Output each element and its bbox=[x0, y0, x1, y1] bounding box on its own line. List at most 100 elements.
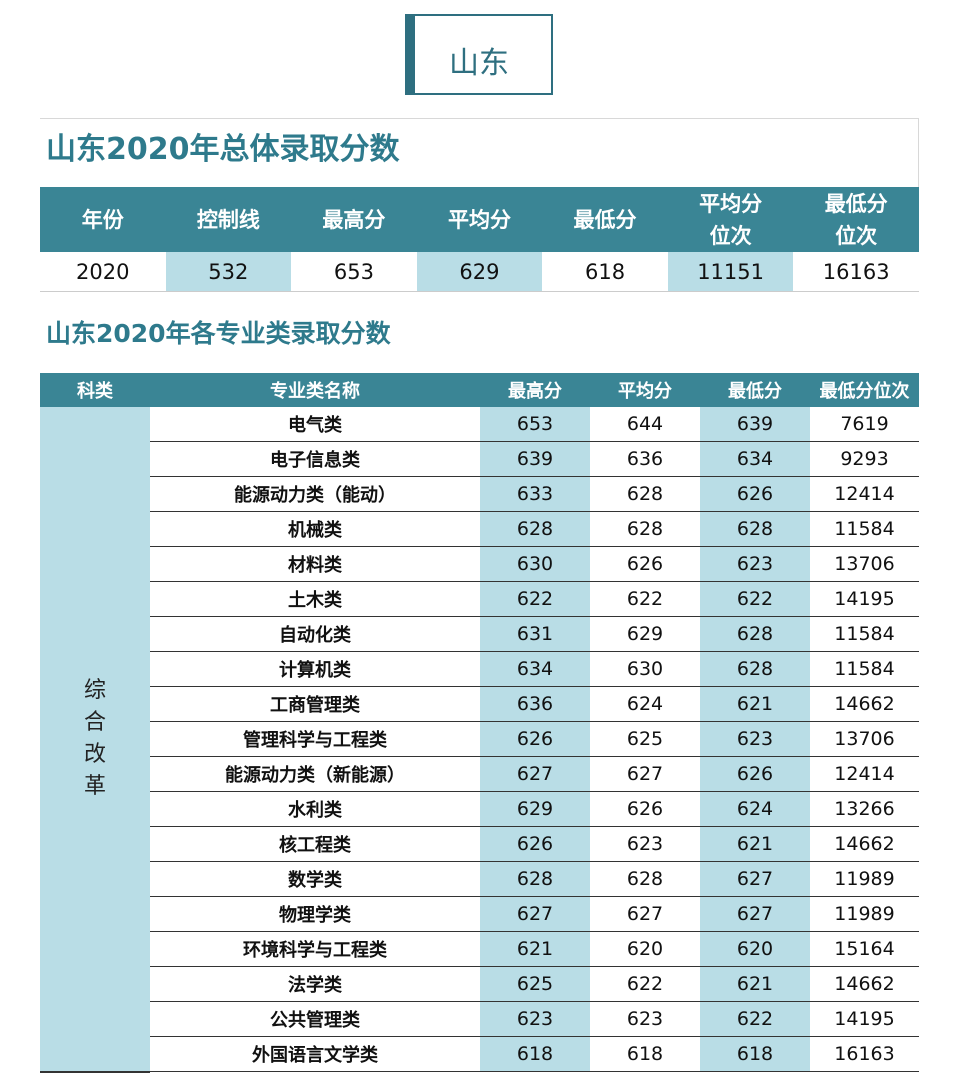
cell: 624 bbox=[700, 791, 810, 827]
cell: 620 bbox=[700, 931, 810, 967]
cell: 618 bbox=[590, 1036, 700, 1072]
row: 计算机类 634 630 628 11584 bbox=[40, 651, 919, 687]
cell: 11151 bbox=[667, 252, 794, 292]
major-name: 工商管理类 bbox=[150, 686, 480, 722]
cell: 636 bbox=[480, 686, 590, 722]
cell: 13706 bbox=[810, 546, 919, 582]
cell: 7619 bbox=[810, 407, 919, 442]
cell: 628 bbox=[590, 861, 700, 897]
cell: 628 bbox=[480, 861, 590, 897]
major-name: 水利类 bbox=[150, 791, 480, 827]
region-title: 山东 bbox=[449, 46, 509, 81]
major-name: 电子信息类 bbox=[150, 441, 480, 477]
cell: 633 bbox=[480, 476, 590, 512]
cell: 14662 bbox=[810, 826, 919, 862]
cell: 628 bbox=[700, 651, 810, 687]
header-cell: 最高分 bbox=[291, 187, 417, 252]
cell: 16163 bbox=[810, 1036, 919, 1072]
cell: 618 bbox=[700, 1036, 810, 1072]
cell: 626 bbox=[700, 756, 810, 792]
cell: 630 bbox=[480, 546, 590, 582]
cell: 627 bbox=[700, 896, 810, 932]
cell: 626 bbox=[700, 476, 810, 512]
cell: 634 bbox=[700, 441, 810, 477]
section-frame bbox=[40, 118, 919, 187]
header-cell: 科类 bbox=[40, 373, 150, 407]
cell: 11584 bbox=[810, 511, 919, 547]
cell: 14662 bbox=[810, 966, 919, 1002]
row: 电子信息类 639 636 634 9293 bbox=[40, 441, 919, 477]
header-cell: 年份 bbox=[40, 187, 166, 252]
major-name: 核工程类 bbox=[150, 826, 480, 862]
cell: 11989 bbox=[810, 861, 919, 897]
header-cell: 平均分 bbox=[416, 187, 543, 252]
header-cell: 平均分 位次 bbox=[667, 187, 794, 252]
header-line: 平均分 bbox=[447, 207, 511, 232]
header-cell: 最低分位次 bbox=[810, 373, 919, 407]
cell: 14195 bbox=[810, 1001, 919, 1037]
major-name: 土木类 bbox=[150, 581, 480, 617]
cell: 626 bbox=[590, 791, 700, 827]
cell: 623 bbox=[590, 826, 700, 862]
row: 土木类 622 622 622 14195 bbox=[40, 581, 919, 617]
cell: 627 bbox=[480, 896, 590, 932]
cell: 628 bbox=[590, 476, 700, 512]
cell: 13706 bbox=[810, 721, 919, 757]
cell: 628 bbox=[700, 511, 810, 547]
row: 物理学类 627 627 627 11989 bbox=[40, 896, 919, 932]
row: 数学类 628 628 627 11989 bbox=[40, 861, 919, 897]
cell: 12414 bbox=[810, 476, 919, 512]
cell: 622 bbox=[700, 1001, 810, 1037]
cell: 623 bbox=[590, 1001, 700, 1037]
cell: 634 bbox=[480, 651, 590, 687]
cell: 621 bbox=[700, 966, 810, 1002]
cell: 627 bbox=[590, 756, 700, 792]
cell: 628 bbox=[480, 511, 590, 547]
row: 机械类 628 628 628 11584 bbox=[40, 511, 919, 547]
cell: 625 bbox=[590, 721, 700, 757]
header-line: 最低分 bbox=[573, 207, 637, 232]
cell: 628 bbox=[700, 616, 810, 652]
major-name: 电气类 bbox=[150, 407, 480, 442]
cell: 623 bbox=[700, 721, 810, 757]
cell: 628 bbox=[590, 511, 700, 547]
cell: 621 bbox=[480, 931, 590, 967]
row: 能源动力类（新能源） 627 627 626 12414 bbox=[40, 756, 919, 792]
cell: 618 bbox=[480, 1036, 590, 1072]
major-name: 自动化类 bbox=[150, 616, 480, 652]
section-title: 山东2020年总体录取分数 bbox=[46, 132, 400, 167]
row: 外国语言文学类 618 618 618 16163 bbox=[40, 1036, 919, 1072]
cell: 2020 bbox=[40, 252, 166, 292]
row: 公共管理类 623 623 622 14195 bbox=[40, 1001, 919, 1037]
cell: 16163 bbox=[793, 252, 919, 292]
cell: 653 bbox=[480, 407, 590, 442]
cell: 627 bbox=[480, 756, 590, 792]
row: 管理科学与工程类 626 625 623 13706 bbox=[40, 721, 919, 757]
major-name: 管理科学与工程类 bbox=[150, 721, 480, 757]
overall-table: 年份 控制线 最高分 平均分 最低分 平均分 位次 最低分 位次 2020 532 653 629 618… bbox=[40, 187, 919, 292]
section-title: 山东2020年各专业类录取分数 bbox=[46, 319, 391, 348]
cell: 620 bbox=[590, 931, 700, 967]
header-cell: 最低分位次 bbox=[793, 187, 919, 252]
cell: 631 bbox=[480, 616, 590, 652]
major-name: 计算机类 bbox=[150, 651, 480, 687]
cell: 639 bbox=[480, 441, 590, 477]
cell: 532 bbox=[165, 252, 292, 292]
cell: 629 bbox=[590, 616, 700, 652]
header-line: 年份 bbox=[81, 207, 124, 232]
region-tag: 山东 bbox=[405, 14, 553, 95]
cell: 14662 bbox=[810, 686, 919, 722]
header-line: 平均分 bbox=[699, 191, 763, 216]
header-line: 最低分 bbox=[824, 191, 888, 216]
cell: 624 bbox=[590, 686, 700, 722]
major-name: 环境科学与工程类 bbox=[150, 931, 480, 967]
major-name: 数学类 bbox=[150, 861, 480, 897]
major-name: 机械类 bbox=[150, 511, 480, 547]
major-name: 物理学类 bbox=[150, 896, 480, 932]
row: 综合改革 电气类 653 644 639 7619 bbox=[40, 407, 919, 1073]
cell: 627 bbox=[700, 861, 810, 897]
row: 法学类 625 622 621 14662 bbox=[40, 966, 919, 1002]
cell: 621 bbox=[700, 826, 810, 862]
cell: 653 bbox=[291, 252, 417, 292]
